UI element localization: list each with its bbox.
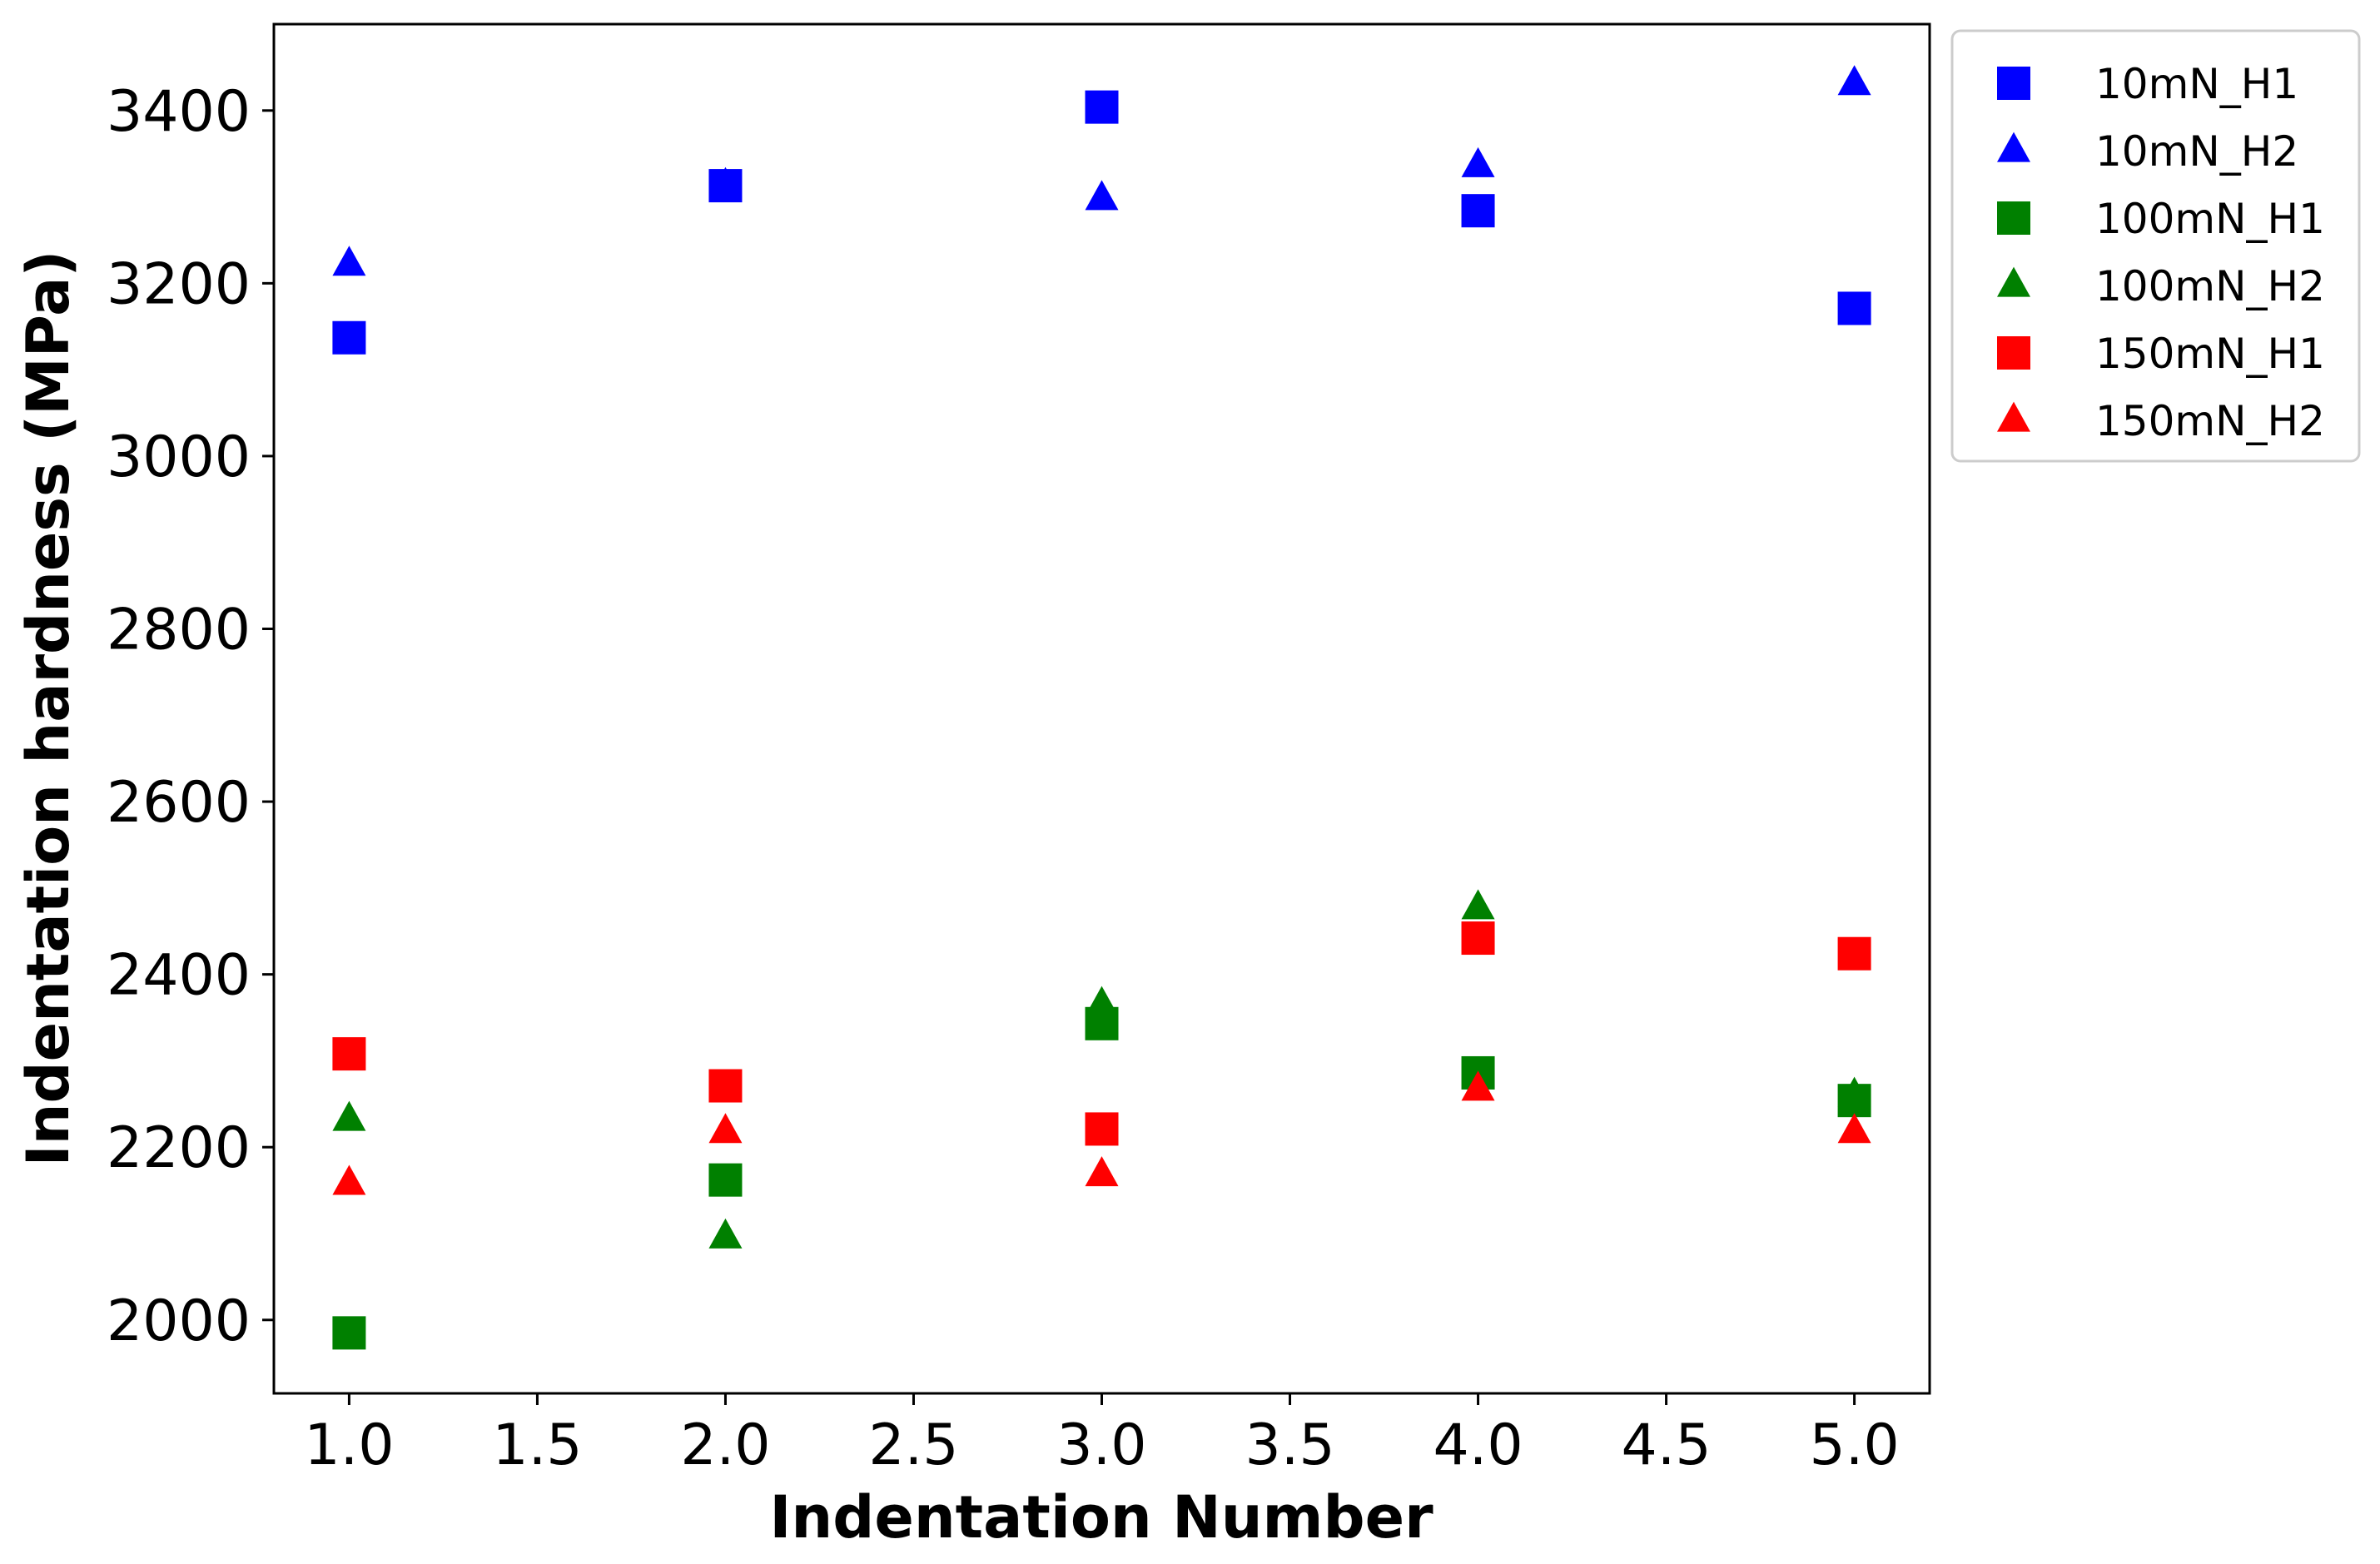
x-tick-label: 4.5 (1621, 1413, 1711, 1478)
data-point-150mn-h1 (708, 1069, 743, 1103)
data-point-100mn-h2 (332, 1100, 366, 1131)
data-point-150mn-h1 (332, 1037, 366, 1071)
y-tick-label: 2400 (107, 943, 251, 1009)
legend-entry-label: 150mN_H1 (2095, 330, 2325, 378)
legend-marker (1997, 336, 2030, 370)
x-axis-title: Indentation Number (769, 1483, 1433, 1552)
y-tick-label: 2800 (107, 597, 251, 663)
data-point-10mn-h1 (1085, 90, 1119, 124)
legend-marker (1997, 401, 2030, 432)
x-tick-label: 4.0 (1433, 1413, 1523, 1478)
data-point-150mn-h1 (1837, 936, 1871, 971)
legend-marker (1997, 266, 2030, 297)
data-point-150mn-h2 (1461, 1070, 1495, 1101)
y-tick-label: 2000 (107, 1288, 251, 1354)
data-point-10mn-h1 (1837, 291, 1871, 325)
data-point-150mn-h1 (1085, 1112, 1119, 1146)
y-axis: 2000 2200 2400 2600 2800 3000 3200 3400 (107, 79, 274, 1354)
legend-marker (1997, 132, 2030, 162)
legend-marker (1997, 201, 2030, 235)
legend-marker (1997, 67, 2030, 100)
y-tick-label: 2600 (107, 770, 251, 836)
data-point-10mn-h2 (1837, 65, 1871, 96)
y-tick-label: 3400 (107, 79, 251, 145)
x-tick-label: 2.0 (680, 1413, 770, 1478)
data-point-150mn-h2 (1085, 1156, 1119, 1187)
data-point-100mn-h1 (708, 1163, 743, 1197)
data-point-150mn-h2 (332, 1164, 366, 1195)
y-tick-label: 2200 (107, 1115, 251, 1181)
data-point-10mn-h2 (1461, 146, 1495, 177)
plot-area-frame (272, 22, 1931, 1395)
data-point-150mn-h1 (1461, 921, 1495, 956)
legend-frame (1950, 29, 2361, 463)
y-tick-label: 3200 (107, 251, 251, 317)
data-point-150mn-h2 (708, 1113, 743, 1144)
legend-entry-label: 100mN_H1 (2095, 195, 2325, 243)
x-axis: 1.0 1.5 2.0 2.5 3.0 3.5 4.0 4.5 5.0 (304, 1393, 1900, 1478)
x-tick-label: 3.0 (1056, 1413, 1146, 1478)
legend: 10mN_H1 10mN_H2 100mN_H1 100mN_H2 150mN_H1 15… (1950, 29, 2361, 463)
data-point-100mn-h2 (1461, 889, 1495, 920)
x-tick-label: 1.5 (492, 1413, 582, 1478)
data-point-10mn-h2 (1085, 180, 1119, 211)
legend-entry-label: 10mN_H1 (2095, 60, 2298, 108)
data-point-100mn-h2 (708, 1218, 743, 1249)
y-axis-title: Indentation hardness (MPa) (14, 251, 82, 1167)
data-point-10mn-h1 (332, 320, 366, 355)
y-tick-label: 3000 (107, 425, 251, 490)
data-point-10mn-h2 (332, 246, 366, 276)
legend-entry-label: 150mN_H2 (2095, 397, 2325, 445)
x-tick-label: 3.5 (1245, 1413, 1334, 1478)
data-point-100mn-h2 (1085, 986, 1119, 1016)
data-point-10mn-h1 (1461, 194, 1495, 228)
data-point-100mn-h1 (332, 1316, 366, 1350)
data-point-150mn-h2 (1837, 1113, 1871, 1144)
legend-entry-label: 10mN_H2 (2095, 127, 2298, 176)
x-tick-label: 5.0 (1810, 1413, 1900, 1478)
data-point-10mn-h2 (708, 166, 743, 197)
x-tick-label: 1.0 (304, 1413, 394, 1478)
legend-entry-label: 100mN_H2 (2095, 262, 2325, 310)
data-points (332, 65, 1871, 1350)
x-tick-label: 2.5 (868, 1413, 958, 1478)
data-point-100mn-h2 (1837, 1076, 1871, 1107)
